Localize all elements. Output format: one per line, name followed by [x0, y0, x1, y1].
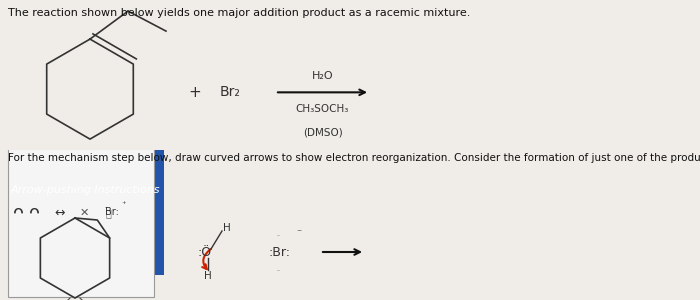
- FancyArrowPatch shape: [202, 249, 211, 269]
- Text: +: +: [188, 85, 202, 100]
- Text: H: H: [223, 223, 231, 233]
- FancyBboxPatch shape: [8, 129, 153, 297]
- Text: ↔: ↔: [55, 206, 65, 220]
- Text: CH₃SOCH₃: CH₃SOCH₃: [296, 104, 349, 114]
- Text: The reaction shown below yields one major addition product as a racemic mixture.: The reaction shown below yields one majo…: [8, 8, 470, 18]
- Text: ..: ..: [104, 205, 108, 209]
- Text: ᴖ: ᴖ: [29, 204, 39, 222]
- Text: :Br:: :Br:: [269, 245, 291, 259]
- Text: H: H: [204, 271, 212, 281]
- Text: :Ö: :Ö: [198, 245, 212, 259]
- Text: ..: ..: [276, 267, 280, 272]
- Text: H₂O: H₂O: [312, 71, 333, 81]
- Text: (DMSO): (DMSO): [302, 128, 342, 138]
- Text: Arrow-pushing Instructions: Arrow-pushing Instructions: [10, 185, 160, 195]
- Text: ✕: ✕: [79, 208, 89, 218]
- Text: ⬛: ⬛: [105, 208, 111, 218]
- Text: Br₂: Br₂: [220, 85, 241, 99]
- Text: ⁻: ⁻: [296, 229, 301, 238]
- Text: Br:: Br:: [105, 207, 119, 217]
- Text: For the mechanism step below, draw curved arrows to show electron reorganization: For the mechanism step below, draw curve…: [8, 153, 700, 163]
- Text: ᴖ: ᴖ: [13, 204, 24, 222]
- Text: ..: ..: [276, 232, 280, 237]
- FancyBboxPatch shape: [8, 105, 164, 274]
- Text: ⁺: ⁺: [121, 200, 126, 209]
